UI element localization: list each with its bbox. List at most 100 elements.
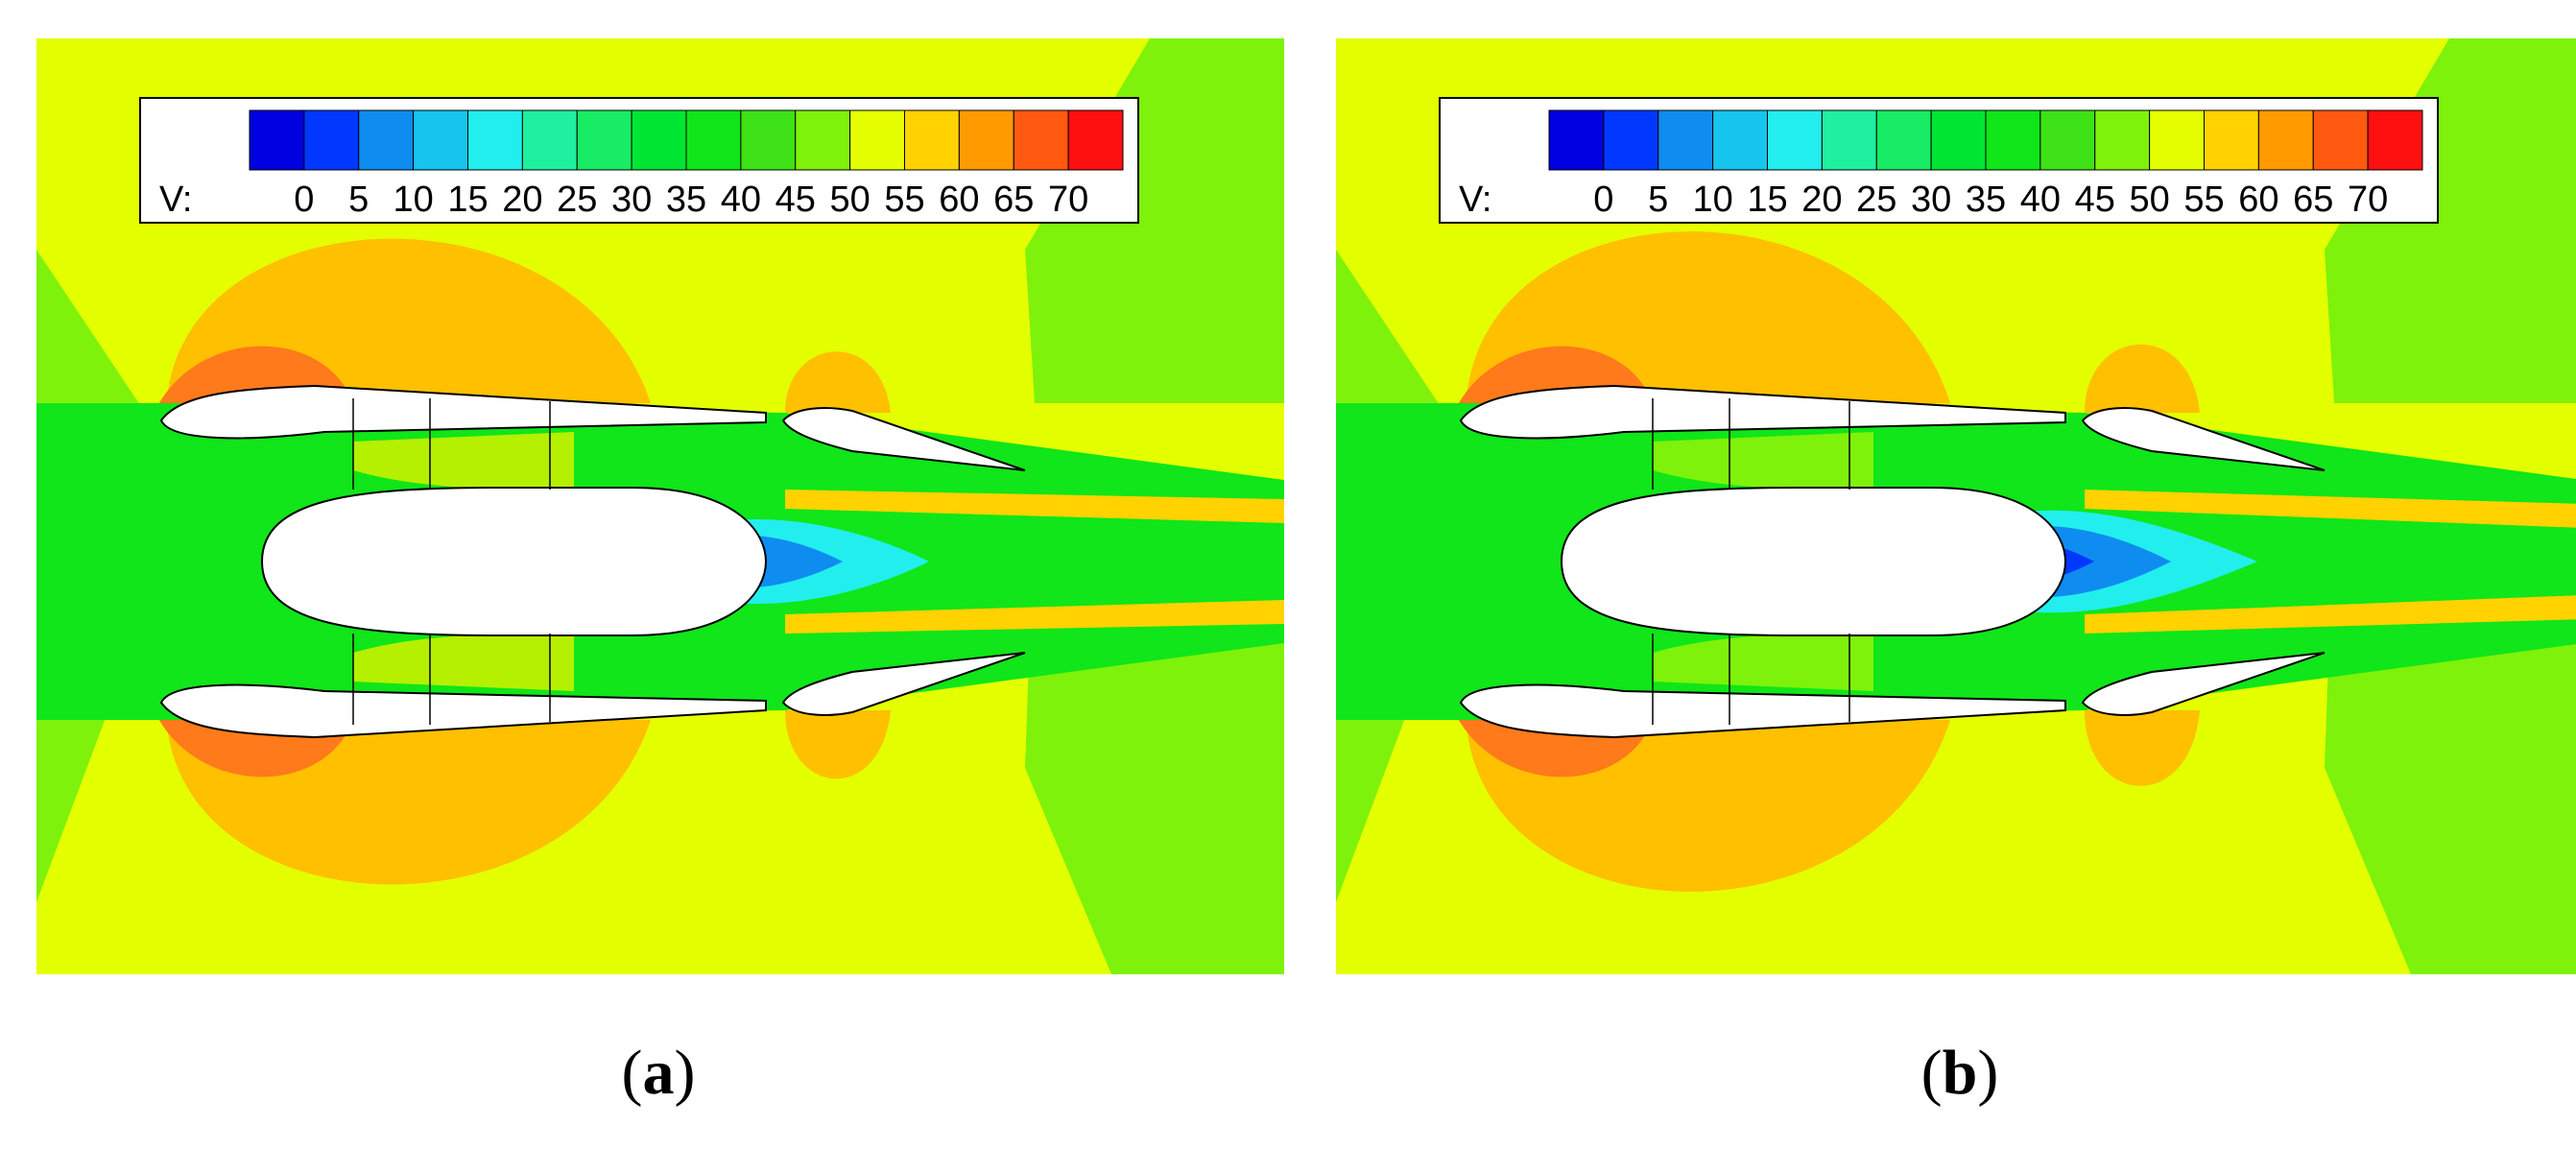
legend-swatch: [685, 109, 742, 171]
legend-tick-labels: 0 5 10 15 20 25 30 35 40 45 50 55 60 65 70: [294, 180, 1088, 220]
rear-lower-lobe: [785, 710, 891, 779]
legend-swatch: [1548, 109, 1605, 171]
lower-duct-airfoil: [1459, 683, 2066, 739]
legend-tick-label: 5: [1648, 180, 1668, 220]
legend-swatch: [849, 109, 905, 171]
legend-swatch: [2094, 109, 2151, 171]
legend-variable-label: V:: [159, 180, 193, 220]
hub-body: [260, 487, 768, 636]
legend-tick-label: 40: [721, 180, 761, 220]
caption-letter: b: [1942, 1038, 1978, 1108]
legend-swatch: [740, 109, 797, 171]
legend-swatch: [958, 109, 1014, 171]
lower-rear-airfoil: [2081, 652, 2326, 716]
legend-swatch: [2039, 109, 2096, 171]
upper-inner-band: [1653, 432, 1873, 490]
upper-rear-airfoil: [781, 407, 1026, 471]
legend-tick-label: 45: [775, 180, 816, 220]
legend-swatch: [1712, 109, 1768, 171]
legend-tick-label: 40: [2020, 180, 2061, 220]
legend-tick-label: 0: [1593, 180, 1613, 220]
caption-open-paren: (: [621, 1038, 643, 1108]
right-green-region: [2325, 38, 2576, 974]
legend-swatch: [521, 109, 578, 171]
legend-swatch: [467, 109, 523, 171]
legend-swatch: [1821, 109, 1877, 171]
legend-tick-label: 30: [1911, 180, 1951, 220]
legend-tick-labels: 0 5 10 15 20 25 30 35 40 45 50 55 60 65 70: [1593, 180, 2388, 220]
velocity-field-a: V: 0 5 10 15 20 25 30 35 40 45 50 55 60 65 70: [36, 38, 1284, 974]
lower-inner-band: [1653, 634, 1873, 691]
contour-plot-a: V: 0 5 10 15 20 25 30 35 40 45 50 55 60 65 70: [36, 38, 1284, 974]
lower-duct-airfoil: [159, 683, 767, 739]
legend-swatch: [795, 109, 851, 171]
legend-tick-label: 70: [1048, 180, 1088, 220]
lower-inner-band: [353, 634, 574, 691]
caption-letter: a: [642, 1038, 675, 1108]
legend-tick-label: 50: [829, 180, 870, 220]
legend-swatch: [413, 109, 468, 171]
legend-tick-label: 45: [2075, 180, 2115, 220]
caption-close-paren: ): [674, 1038, 696, 1108]
caption-open-paren: (: [1920, 1038, 1943, 1108]
legend-swatch: [2257, 109, 2314, 171]
legend-tick-label: 35: [1966, 180, 2006, 220]
upper-inner-band: [353, 432, 574, 490]
legend-swatch: [631, 109, 687, 171]
upper-duct-airfoil: [1459, 384, 2066, 440]
rear-lower-lobe: [2085, 710, 2200, 786]
legend-swatch: [1767, 109, 1823, 171]
legend-tick-label: 55: [884, 180, 924, 220]
legend-swatch: [358, 109, 415, 171]
hub-body: [1560, 487, 2067, 636]
legend-tick-label: 65: [2293, 180, 2333, 220]
legend-swatch: [2367, 109, 2423, 171]
upper-wake-streak: [2085, 490, 2576, 528]
legend-swatch: [1013, 109, 1069, 171]
caption-b: (b): [1864, 1037, 2056, 1110]
legend-colorbar: [249, 109, 1124, 171]
legend-colorbar: [1548, 109, 2423, 171]
legend-swatch: [2312, 109, 2369, 171]
caption-a: (a): [562, 1037, 754, 1110]
color-legend: V: 0 5 10 15 20 25 30 35 40 45 50 55 60 65 70: [1439, 97, 2439, 224]
right-green-region: [1025, 38, 1284, 974]
legend-tick-label: 5: [348, 180, 369, 220]
legend-tick-label: 70: [2348, 180, 2388, 220]
legend-tick-label: 15: [1747, 180, 1787, 220]
legend-tick-label: 60: [939, 180, 979, 220]
legend-swatch: [249, 109, 305, 171]
legend-tick-label: 55: [2183, 180, 2224, 220]
legend-tick-label: 60: [2238, 180, 2278, 220]
legend-swatch: [1875, 109, 1932, 171]
upper-rear-airfoil: [2081, 407, 2326, 471]
legend-tick-label: 25: [1856, 180, 1896, 220]
lower-rear-airfoil: [781, 652, 1026, 716]
legend-swatch: [904, 109, 960, 171]
legend-tick-label: 20: [502, 180, 542, 220]
legend-tick-label: 35: [666, 180, 706, 220]
legend-swatch: [576, 109, 632, 171]
rear-upper-lobe: [785, 351, 891, 413]
lower-wake-streak: [785, 600, 1284, 634]
velocity-field-b: V: 0 5 10 15 20 25 30 35 40 45 50 55 60 65 70: [1336, 38, 2576, 974]
legend-swatch: [303, 109, 360, 171]
legend-swatch: [1658, 109, 1714, 171]
legend-tick-label: 10: [1692, 180, 1732, 220]
upper-wake-streak: [785, 490, 1284, 523]
lower-wake-streak: [2085, 595, 2576, 634]
legend-swatch: [1067, 109, 1124, 171]
legend-tick-label: 0: [294, 180, 314, 220]
legend-swatch: [2149, 109, 2205, 171]
caption-close-paren: ): [1977, 1038, 1999, 1108]
legend-tick-label: 20: [1801, 180, 1842, 220]
legend-tick-label: 50: [2129, 180, 2169, 220]
legend-tick-label: 25: [557, 180, 597, 220]
legend-swatch: [1930, 109, 1987, 171]
legend-tick-label: 15: [447, 180, 488, 220]
legend-variable-label: V:: [1459, 180, 1492, 220]
legend-swatch: [1985, 109, 2041, 171]
legend-tick-label: 30: [611, 180, 652, 220]
color-legend: V: 0 5 10 15 20 25 30 35 40 45 50 55 60 65 70: [139, 97, 1139, 224]
legend-swatch: [2204, 109, 2259, 171]
